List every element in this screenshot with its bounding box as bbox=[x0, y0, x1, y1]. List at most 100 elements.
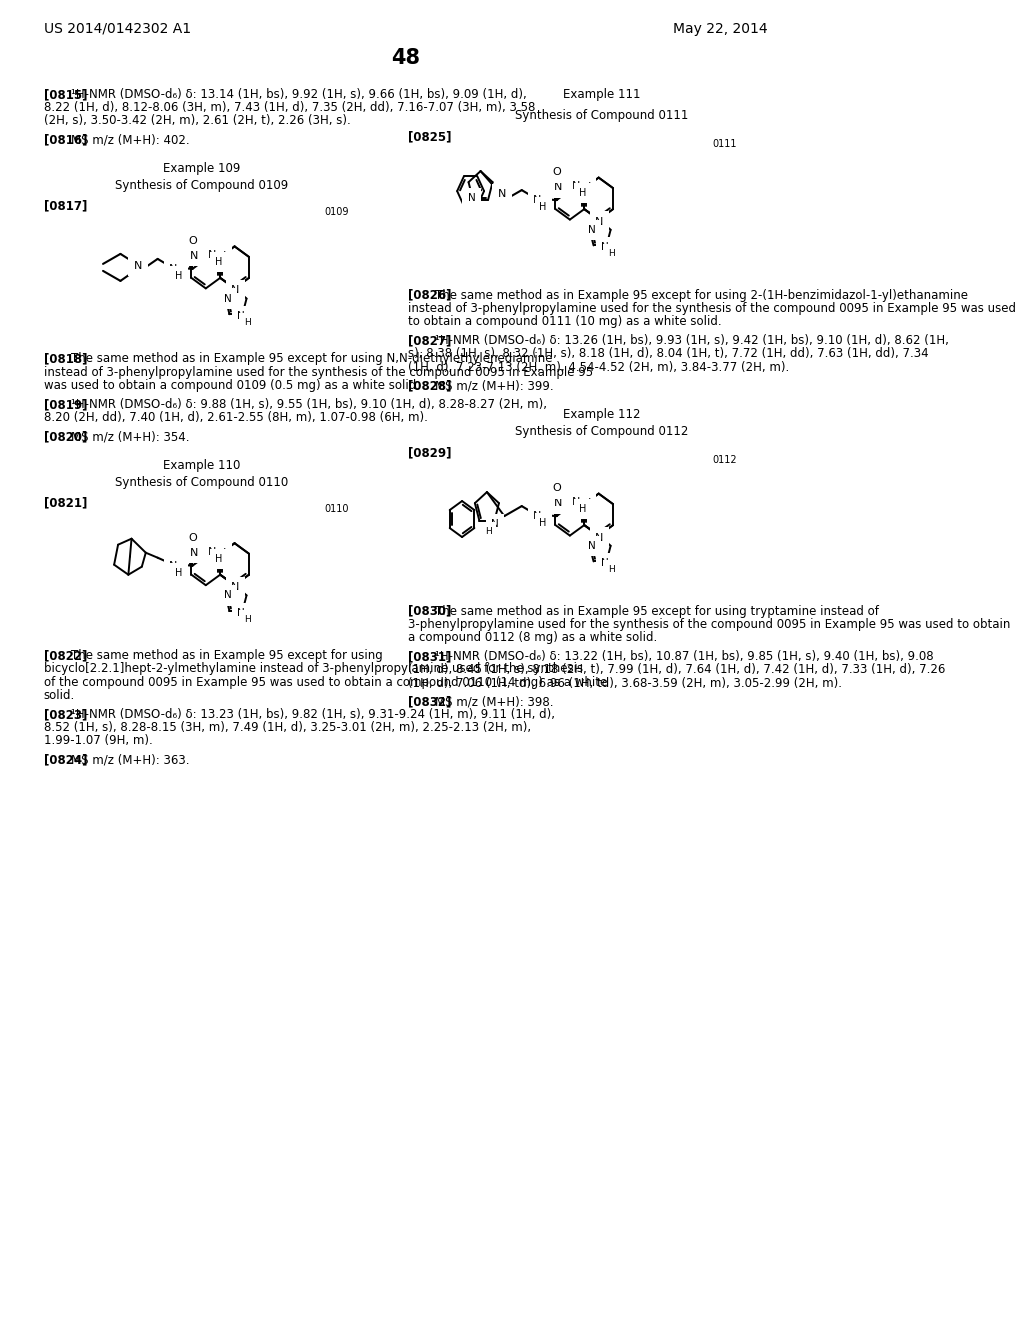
Text: instead of 3-phenylpropylamine used for the synthesis of the compound 0095 in Ex: instead of 3-phenylpropylamine used for … bbox=[44, 366, 593, 379]
Text: 3-phenylpropylamine used for the synthesis of the compound 0095 in Example 95 wa: 3-phenylpropylamine used for the synthes… bbox=[408, 618, 1010, 631]
Text: 8.22 (1H, d), 8.12-8.06 (3H, m), 7.43 (1H, d), 7.35 (2H, dd), 7.16-7.07 (3H, m),: 8.22 (1H, d), 8.12-8.06 (3H, m), 7.43 (1… bbox=[44, 102, 535, 115]
Text: solid.: solid. bbox=[44, 689, 75, 702]
Text: [0818]: [0818] bbox=[44, 352, 87, 366]
Text: Example 111: Example 111 bbox=[563, 88, 640, 102]
Text: N: N bbox=[554, 498, 562, 508]
Text: [0825]: [0825] bbox=[408, 131, 452, 144]
Text: N: N bbox=[492, 519, 499, 529]
Text: H: H bbox=[579, 504, 587, 513]
Text: The same method as in Example 95 except for using tryptamine instead of: The same method as in Example 95 except … bbox=[435, 605, 879, 618]
Text: N: N bbox=[208, 546, 216, 557]
Text: (1H, d), 8.45 (1H, s), 8.18 (2H, t), 7.99 (1H, d), 7.64 (1H, d), 7.42 (1H, d), 7: (1H, d), 8.45 (1H, s), 8.18 (2H, t), 7.9… bbox=[408, 664, 945, 676]
Text: [0829]: [0829] bbox=[408, 446, 452, 459]
Text: H: H bbox=[175, 271, 182, 281]
Text: N: N bbox=[498, 189, 506, 199]
Text: ¹H-NMR (DMSO-d₆) δ: 13.14 (1H, bs), 9.92 (1H, s), 9.66 (1H, bs), 9.09 (1H, d),: ¹H-NMR (DMSO-d₆) δ: 13.14 (1H, bs), 9.92… bbox=[71, 88, 526, 102]
Text: N: N bbox=[583, 498, 591, 508]
Text: N: N bbox=[588, 541, 596, 550]
Text: ¹H-NMR (DMSO-d₆) δ: 13.26 (1H, bs), 9.93 (1H, s), 9.42 (1H, bs), 9.10 (1H, d), 8: ¹H-NMR (DMSO-d₆) δ: 13.26 (1H, bs), 9.93… bbox=[435, 334, 949, 347]
Text: (1H, d), 7.23-7.13 (2H, m), 4.54-4.52 (2H, m), 3.84-3.77 (2H, m).: (1H, d), 7.23-7.13 (2H, m), 4.54-4.52 (2… bbox=[408, 360, 788, 374]
Text: O: O bbox=[188, 236, 197, 246]
Text: bicyclo[2.2.1]hept-2-ylmethylamine instead of 3-phenylpropylamine used for the s: bicyclo[2.2.1]hept-2-ylmethylamine inste… bbox=[44, 663, 583, 676]
Text: N: N bbox=[169, 264, 178, 275]
Text: Example 109: Example 109 bbox=[163, 162, 241, 174]
Text: N: N bbox=[601, 243, 609, 252]
Text: O: O bbox=[188, 533, 197, 543]
Text: 0110: 0110 bbox=[325, 504, 349, 515]
Text: N: N bbox=[534, 195, 542, 205]
Text: H: H bbox=[215, 257, 222, 267]
Text: [0820]: [0820] bbox=[44, 430, 87, 444]
Text: N: N bbox=[534, 511, 542, 521]
Text: N: N bbox=[601, 558, 609, 569]
Text: [0819]: [0819] bbox=[44, 399, 87, 411]
Text: N: N bbox=[134, 261, 142, 271]
Text: [0824]: [0824] bbox=[44, 754, 87, 767]
Text: [0815]: [0815] bbox=[44, 88, 87, 102]
Text: [0823]: [0823] bbox=[44, 708, 87, 721]
Text: MS m/z (M+H): 354.: MS m/z (M+H): 354. bbox=[71, 430, 189, 444]
Text: N: N bbox=[231, 582, 240, 593]
Text: May 22, 2014: May 22, 2014 bbox=[673, 22, 768, 36]
Text: The same method as in Example 95 except for using N,N-diethylethylenediamine: The same method as in Example 95 except … bbox=[71, 352, 552, 366]
Text: [0821]: [0821] bbox=[44, 496, 87, 510]
Text: N: N bbox=[554, 182, 562, 193]
Text: MS m/z (M+H): 399.: MS m/z (M+H): 399. bbox=[435, 380, 554, 393]
Text: Synthesis of Compound 0109: Synthesis of Compound 0109 bbox=[116, 180, 289, 191]
Text: US 2014/0142302 A1: US 2014/0142302 A1 bbox=[44, 22, 190, 36]
Text: [0828]: [0828] bbox=[408, 380, 452, 393]
Text: N: N bbox=[595, 532, 603, 543]
Text: O: O bbox=[552, 168, 561, 177]
Text: [0831]: [0831] bbox=[408, 651, 451, 663]
Text: MS m/z (M+H): 363.: MS m/z (M+H): 363. bbox=[71, 754, 189, 767]
Text: [0822]: [0822] bbox=[44, 649, 87, 663]
Text: ¹H-NMR (DMSO-d₆) δ: 9.88 (1H, s), 9.55 (1H, bs), 9.10 (1H, d), 8.28-8.27 (2H, m): ¹H-NMR (DMSO-d₆) δ: 9.88 (1H, s), 9.55 (… bbox=[71, 399, 547, 411]
Text: N: N bbox=[238, 312, 245, 321]
Text: 0112: 0112 bbox=[713, 454, 737, 465]
Text: was used to obtain a compound 0109 (0.5 mg) as a white solid.: was used to obtain a compound 0109 (0.5 … bbox=[44, 379, 420, 392]
Text: N: N bbox=[208, 249, 216, 260]
Text: H: H bbox=[215, 553, 222, 564]
Text: N: N bbox=[224, 590, 231, 601]
Text: MS m/z (M+H): 398.: MS m/z (M+H): 398. bbox=[435, 696, 554, 709]
Text: 48: 48 bbox=[391, 48, 420, 69]
Text: N: N bbox=[595, 216, 603, 227]
Text: Synthesis of Compound 0110: Synthesis of Compound 0110 bbox=[116, 475, 289, 488]
Text: N: N bbox=[583, 182, 591, 193]
Text: H: H bbox=[484, 527, 492, 536]
Text: 8.20 (2H, dd), 7.40 (1H, d), 2.61-2.55 (8H, m), 1.07-0.98 (6H, m).: 8.20 (2H, dd), 7.40 (1H, d), 2.61-2.55 (… bbox=[44, 412, 427, 424]
Text: a compound 0112 (8 mg) as a white solid.: a compound 0112 (8 mg) as a white solid. bbox=[408, 631, 656, 644]
Text: H: H bbox=[244, 318, 251, 327]
Text: (1H, d), 7.06 (1H, td), 6.96 (1H, td), 3.68-3.59 (2H, m), 3.05-2.99 (2H, m).: (1H, d), 7.06 (1H, td), 6.96 (1H, td), 3… bbox=[408, 677, 842, 689]
Text: Synthesis of Compound 0112: Synthesis of Compound 0112 bbox=[515, 425, 688, 438]
Text: The same method as in Example 95 except for using: The same method as in Example 95 except … bbox=[71, 649, 383, 663]
Text: Synthesis of Compound 0111: Synthesis of Compound 0111 bbox=[515, 110, 688, 123]
Text: N: N bbox=[588, 224, 596, 235]
Text: MS m/z (M+H): 402.: MS m/z (M+H): 402. bbox=[71, 133, 189, 147]
Text: H: H bbox=[608, 565, 614, 574]
Text: N: N bbox=[189, 251, 198, 261]
Text: [0832]: [0832] bbox=[408, 696, 451, 709]
Text: N: N bbox=[468, 193, 475, 203]
Text: s), 8.38 (1H, s), 8.32 (1H, s), 8.18 (1H, d), 8.04 (1H, t), 7.72 (1H, dd), 7.63 : s), 8.38 (1H, s), 8.32 (1H, s), 8.18 (1H… bbox=[408, 347, 928, 360]
Text: N: N bbox=[218, 251, 226, 261]
Text: Example 110: Example 110 bbox=[163, 458, 241, 471]
Text: [0830]: [0830] bbox=[408, 605, 451, 618]
Text: H: H bbox=[244, 615, 251, 623]
Text: ¹H-NMR (DMSO-d₆) δ: 13.22 (1H, bs), 10.87 (1H, bs), 9.85 (1H, s), 9.40 (1H, bs),: ¹H-NMR (DMSO-d₆) δ: 13.22 (1H, bs), 10.8… bbox=[435, 651, 934, 663]
Text: [0826]: [0826] bbox=[408, 289, 452, 301]
Text: Example 112: Example 112 bbox=[563, 408, 640, 421]
Text: of the compound 0095 in Example 95 was used to obtain a compound 0110 (14 mg) as: of the compound 0095 in Example 95 was u… bbox=[44, 676, 607, 689]
Text: H: H bbox=[175, 568, 182, 578]
Text: H: H bbox=[608, 249, 614, 257]
Text: to obtain a compound 0111 (10 mg) as a white solid.: to obtain a compound 0111 (10 mg) as a w… bbox=[408, 315, 721, 327]
Text: [0816]: [0816] bbox=[44, 133, 87, 147]
Text: N: N bbox=[169, 561, 178, 570]
Text: The same method as in Example 95 except for using 2-(1H-benzimidazol-1-yl)ethana: The same method as in Example 95 except … bbox=[435, 289, 968, 301]
Text: N: N bbox=[572, 181, 581, 191]
Text: ¹H-NMR (DMSO-d₆) δ: 13.23 (1H, bs), 9.82 (1H, s), 9.31-9.24 (1H, m), 9.11 (1H, d: ¹H-NMR (DMSO-d₆) δ: 13.23 (1H, bs), 9.82… bbox=[71, 708, 555, 721]
Text: [0827]: [0827] bbox=[408, 334, 451, 347]
Text: H: H bbox=[540, 202, 547, 213]
Text: 8.52 (1H, s), 8.28-8.15 (3H, m), 7.49 (1H, d), 3.25-3.01 (2H, m), 2.25-2.13 (2H,: 8.52 (1H, s), 8.28-8.15 (3H, m), 7.49 (1… bbox=[44, 721, 530, 734]
Text: N: N bbox=[218, 548, 226, 558]
